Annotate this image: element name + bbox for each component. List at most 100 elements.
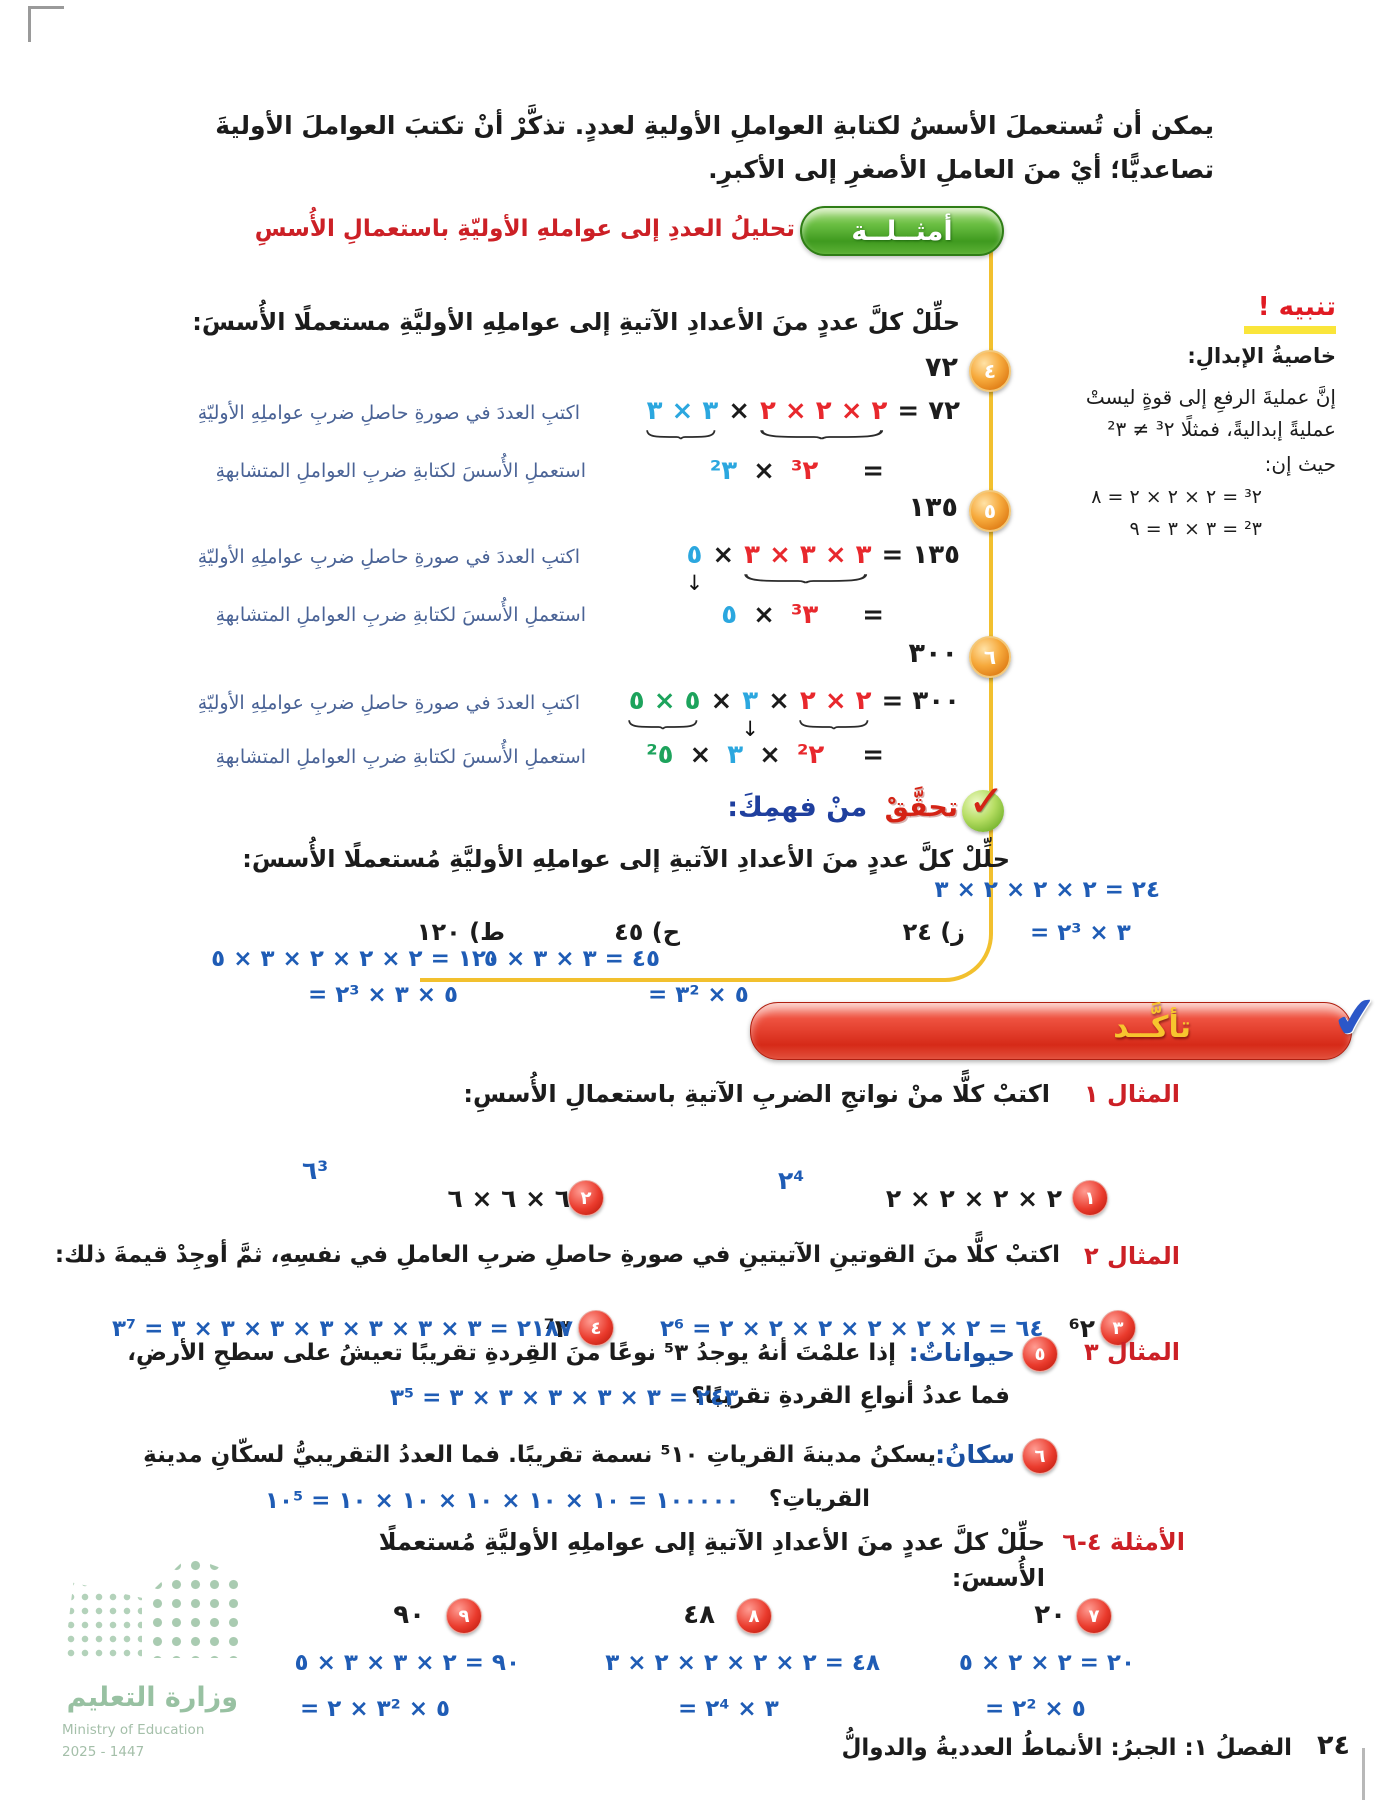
check-title-red: تحقَّقْ bbox=[884, 792, 958, 823]
item8-number: ٤٨ bbox=[683, 1600, 715, 1630]
check-understanding-title: تحقَّقْ منْ فهمِكَ: bbox=[727, 792, 958, 823]
item-t-answer1: ١٢٠ = ٢ × ٢ × ٢ × ٣ × ٥ bbox=[211, 946, 500, 972]
item9-badge-number: ٩ bbox=[458, 1605, 470, 1627]
item9-answer1: ٩٠ = ٢ × ٣ × ٣ × ٥ bbox=[294, 1650, 520, 1676]
check-understanding-ball bbox=[962, 790, 1004, 832]
example5-badge: ٥ bbox=[969, 490, 1011, 532]
example6-caption1: اكتبِ العددَ في صورةِ حاصلِ ضربِ عواملِه… bbox=[197, 692, 580, 714]
examples46-instruction-line2: الأُسسَ: bbox=[951, 1564, 1045, 1592]
item6-line2: القرياتِ؟ bbox=[768, 1486, 870, 1512]
example4-row1-blue-factors: ٣ × ٣ bbox=[646, 396, 719, 426]
example6-row2-eq: = bbox=[862, 740, 884, 770]
example5-number: ١٣٥ bbox=[908, 492, 958, 523]
footer-chapter: الفصلُ ١: الجبرُ: الأنماطُ العدديةُ والد… bbox=[841, 1735, 1292, 1761]
item5-answer: ٣⁵ = ٢٤٣ = ٣ × ٣ × ٣ × ٣ × ٣ bbox=[390, 1385, 739, 1411]
ministry-logo-years: 2025 - 1447 bbox=[62, 1744, 145, 1760]
intro-line1: يمكن أن تُستعملَ الأسسُ لكتابةِ العواملِ… bbox=[215, 111, 1214, 140]
item7-badge-number: ٧ bbox=[1088, 1605, 1100, 1627]
example5-row1-red-group: ٣ × ٣ × ٣ bbox=[744, 540, 872, 584]
example6-row1-times1: × bbox=[768, 686, 790, 716]
item7-badge: ٧ bbox=[1076, 1598, 1112, 1634]
pen-check-icon: ✔ bbox=[1327, 983, 1384, 1054]
item6-topic: سكانُ: bbox=[935, 1440, 1015, 1469]
arrow-down-icon: ↓ bbox=[685, 571, 704, 595]
examples-banner-subtitle: تحليلُ العددِ إلى عواملهِ الأوليّةِ باست… bbox=[254, 216, 795, 242]
item5-badge: ٥ bbox=[1022, 1336, 1058, 1372]
example5-row1-blue-factor: ٥ ↓ bbox=[686, 540, 704, 594]
example6-row2-red-power: ٢‏² bbox=[796, 740, 825, 770]
underbrace bbox=[645, 430, 715, 440]
item7-number: ٢٠ bbox=[1034, 1600, 1066, 1630]
item-h-answer2: = ٣² × ٥ bbox=[648, 982, 749, 1008]
check-instruction: حلِّلْ كلَّ عددٍ منَ الأعدادِ الآتيةِ إل… bbox=[242, 845, 1010, 873]
item-t-answer2: = ٢³ × ٥ × ٣ bbox=[308, 982, 459, 1008]
example6-caption2: استعملِ الأُسسَ لكتابةِ ضربِ العواملِ ال… bbox=[215, 746, 586, 768]
item-z-label: ز) ٢٤ bbox=[902, 918, 965, 946]
examples46-label: الأمثلة ٤-٦ bbox=[1062, 1528, 1185, 1556]
item3-answer: ٢⁶ = ٦٤ = ٢ × ٢ × ٢ × ٢ × ٢ × ٢ bbox=[660, 1316, 1044, 1342]
example4-caption1: اكتبِ العددَ في صورةِ حاصلِ ضربِ عواملِه… bbox=[197, 402, 580, 424]
example6-row1-red-factors: ٢ × ٢ bbox=[799, 686, 872, 716]
item-z-answer1: ٢٤ = ٢ × ٢ × ٢ × ٣ bbox=[934, 877, 1160, 903]
example3-label: المثال ٣ bbox=[1084, 1338, 1180, 1366]
item5-line1: إذا علمْتَ أنهُ يوجدُ ٣‏⁵ نوعًا منَ القِ… bbox=[127, 1340, 896, 1366]
item5-line2: فما عددُ أنواعِ القردةِ تقريبًا؟ bbox=[691, 1383, 1010, 1409]
example1-instruction: اكتبْ كلًّا منْ نواتجِ الضربِ الآتيةِ با… bbox=[463, 1080, 1050, 1108]
examples-banner-title: أمثــلــة bbox=[851, 215, 953, 247]
example5-row2-times: × bbox=[753, 600, 775, 630]
example5-row1: ١٣٥ = ٣ × ٣ × ٣ × ٥ ↓ bbox=[686, 540, 960, 594]
frame-corner-top-v bbox=[28, 6, 31, 42]
ministry-logo-arabic: وزارة التعليم bbox=[66, 1682, 238, 1713]
example4-row2-times: × bbox=[753, 456, 775, 486]
item3-badge-number: ٣ bbox=[1112, 1317, 1124, 1339]
item-h-label: ح) ٤٥ bbox=[614, 918, 680, 946]
item4-answer: ٣⁷ = ٢١٨٧ = ٣ × ٣ × ٣ × ٣ × ٣ × ٣ × ٣ bbox=[112, 1316, 573, 1342]
example2-instruction: اكتبْ كلًّا منَ القوتينِ الآتيتينِ في صو… bbox=[54, 1242, 1060, 1268]
item3-badge: ٣ bbox=[1100, 1310, 1136, 1346]
check-title-blue: منْ فهمِكَ: bbox=[727, 792, 868, 823]
item6-badge-number: ٦ bbox=[1034, 1445, 1046, 1467]
example4-row2: = ٢‏³ × ٣‏² bbox=[710, 456, 884, 486]
item9-answer2: = ٣ × ٢² × ٥ bbox=[300, 1696, 451, 1722]
yellow-guide-line bbox=[420, 252, 993, 982]
example5-badge-number: ٥ bbox=[983, 499, 997, 523]
example6-row1-times2: × bbox=[710, 686, 733, 716]
example5-row1-blue-value: ٥ bbox=[686, 540, 703, 570]
example6-row1-green-group: ٥ × ٥ bbox=[628, 686, 700, 730]
item3-problem: ٢‏⁶ bbox=[1068, 1314, 1095, 1343]
ministry-logo-dots-small bbox=[64, 1582, 142, 1660]
note-box-subheading: خاصيةُ الإبدالِ: bbox=[1187, 344, 1336, 368]
note-box-eq2: ٣‏² = ٣ × ٣ = ٩ bbox=[1129, 518, 1263, 540]
example4-row1-blue-group: ٣ × ٣ bbox=[645, 396, 719, 440]
example6-row1: ٣٠٠ = ٢ × ٢ × ٣ ↓ × ٥ × ٥ bbox=[628, 686, 960, 740]
item6-line1: يسكنُ مدينةَ القرياتِ ١٠‏⁵ نسمة تقريبًا.… bbox=[143, 1442, 936, 1468]
note-box-line3: حيث إن: bbox=[1264, 452, 1336, 476]
example4-row1-red-factors: ٢ × ٢ × ٢ bbox=[760, 396, 888, 426]
item7-answer1: ٢٠ = ٢ × ٢ × ٥ bbox=[958, 1650, 1135, 1676]
item-z-answer2: = ٢³ × ٣ bbox=[1030, 920, 1131, 946]
item8-badge: ٨ bbox=[736, 1598, 772, 1634]
item2-badge-number: ٢ bbox=[580, 1187, 592, 1209]
confirm-banner-label: تأكَّــد bbox=[1113, 1010, 1191, 1045]
examples-banner: أمثــلــة bbox=[800, 206, 1004, 256]
example5-row1-red-factors: ٣ × ٣ × ٣ bbox=[744, 540, 872, 570]
example6-row2-blue-value: ٣ bbox=[727, 740, 744, 770]
example6-row1-blue-value: ٣ bbox=[742, 686, 759, 716]
item4-badge: ٤ bbox=[578, 1310, 614, 1346]
example5-row2-red-power: ٣‏³ bbox=[790, 600, 819, 630]
item2-badge: ٢ bbox=[568, 1180, 604, 1216]
example4-number: ٧٢ bbox=[925, 352, 958, 383]
example5-row1-lhs: ١٣٥ = bbox=[881, 540, 960, 570]
item1-problem: ٢ × ٢ × ٢ × ٢ bbox=[885, 1184, 1062, 1213]
example6-row1-blue-factor: ٣ ↓ bbox=[741, 686, 759, 740]
example4-row1: ٧٢ = ٢ × ٢ × ٢ × ٣ × ٣ bbox=[645, 396, 960, 440]
item5-topic: حيواناتٌ: bbox=[908, 1338, 1015, 1367]
item1-badge-number: ١ bbox=[1084, 1187, 1096, 1209]
item6-answer: ١٠⁵ = ١٠٠٠٠٠ = ١٠ × ١٠ × ١٠ × ١٠ × ١٠ bbox=[265, 1488, 740, 1514]
example6-row2: = ٢‏² × ٣ × ٥‏² bbox=[646, 740, 884, 770]
examples46-instruction-line1: حلِّلْ كلَّ عددٍ منَ الأعدادِ الآتيةِ إل… bbox=[378, 1528, 1045, 1556]
example4-row1-lhs: ٧٢ = bbox=[897, 396, 960, 426]
example6-badge: ٦ bbox=[969, 636, 1011, 678]
note-box-eq1: ٢‏³ = ٢ × ٢ × ٢ = ٨ bbox=[1091, 486, 1262, 508]
